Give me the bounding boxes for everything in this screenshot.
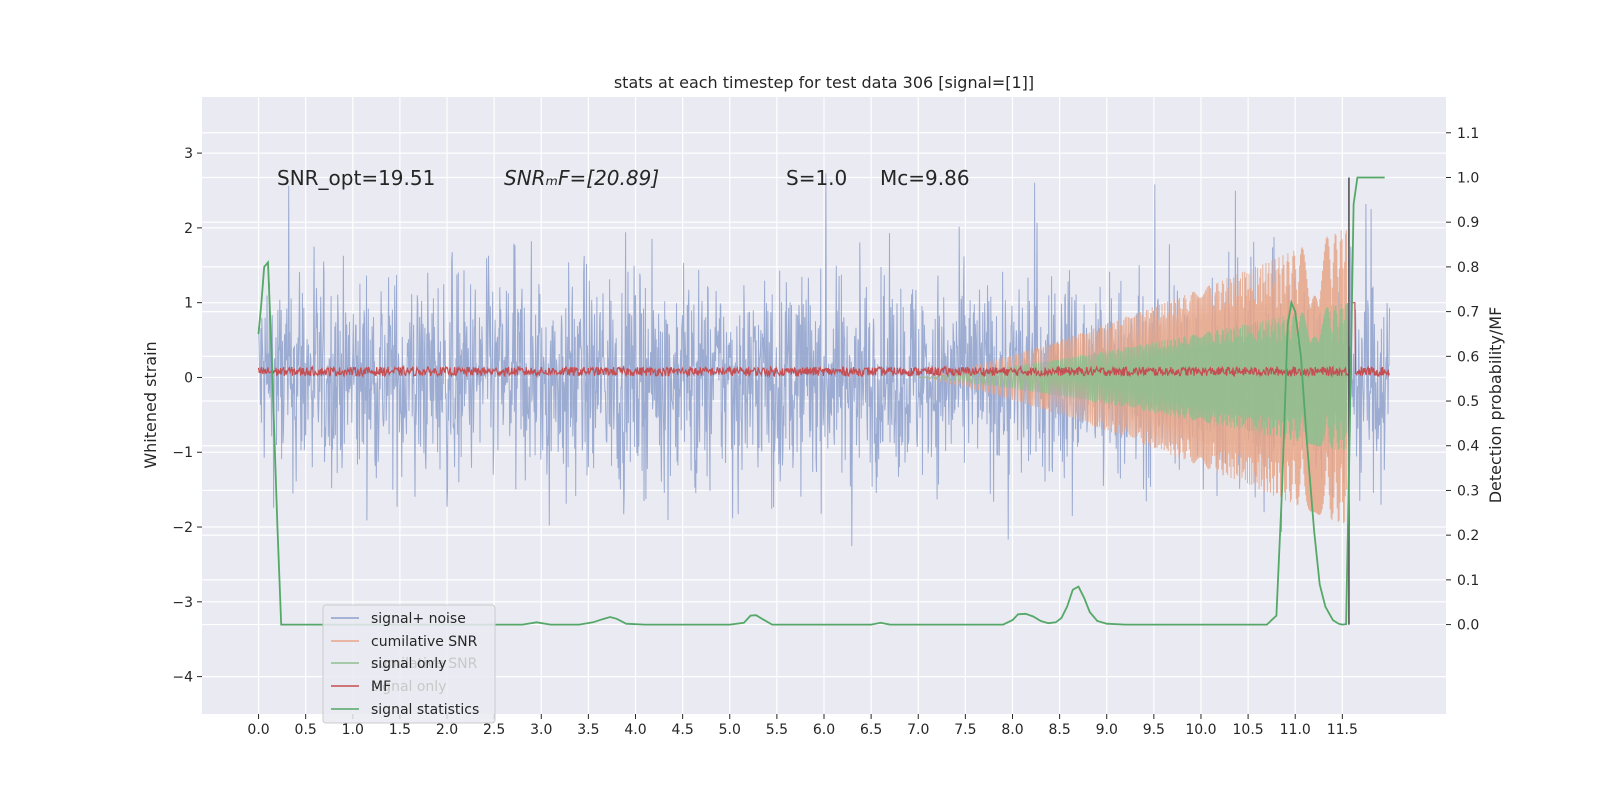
series-signal-statistics xyxy=(257,176,1385,626)
legend-label-signal-statistics: signal statistics xyxy=(371,702,479,718)
x-tick-label: 5.0 xyxy=(719,722,741,738)
x-tick-label: 10.0 xyxy=(1185,722,1216,738)
x-tick-label: 7.0 xyxy=(907,722,929,738)
x-tick-label: 4.0 xyxy=(624,722,646,738)
legend-label-signal-only: signal only xyxy=(371,656,446,672)
chart-title: stats at each timestep for test data 306… xyxy=(614,73,1034,92)
x-tick-label: 6.0 xyxy=(813,722,835,738)
legend-box xyxy=(322,604,496,724)
annotations: SNR_opt=19.51 SNRₘF=[20.89] S=1.0 Mc=9.8… xyxy=(277,166,970,190)
x-tick-label: 8.0 xyxy=(1001,722,1023,738)
y-tick-label: −3 xyxy=(172,595,193,611)
y-tick-label: 2 xyxy=(184,221,193,237)
x-tick-label: 10.5 xyxy=(1233,722,1264,738)
legend-label-mf: MF xyxy=(371,679,391,695)
x-axis-ticks: 0.0 0.5 1.0 1.5 2.0 2.5 3.0 3.5 4.0 4.5 5.0 5.5 6.0 6… xyxy=(247,714,1358,738)
x-tick-label: 9.0 xyxy=(1096,722,1118,738)
x-tick-label: 9.5 xyxy=(1143,722,1165,738)
y2-tick-label: 0.8 xyxy=(1457,260,1479,276)
y-tick-label: −1 xyxy=(172,445,193,461)
y-tick-label: −2 xyxy=(172,520,193,536)
y2-axis-label: Detection probability/MF xyxy=(1486,307,1505,504)
x-tick-label: 5.5 xyxy=(766,722,788,738)
y2-tick-label: 0.6 xyxy=(1457,349,1479,365)
x-tick-label: 1.0 xyxy=(342,722,364,738)
x-tick-label: 1.5 xyxy=(389,722,411,738)
y2-tick-label: 0.9 xyxy=(1457,215,1479,231)
legend-label-cumilative-snr: cumilative SNR xyxy=(371,634,478,650)
x-tick-label: 6.5 xyxy=(860,722,882,738)
x-tick-label: 3.0 xyxy=(530,722,552,738)
legend: cumilative SNR signal only signal+ noise… xyxy=(322,604,496,724)
series-mf xyxy=(257,302,1391,379)
x-tick-label: 8.5 xyxy=(1048,722,1070,738)
y2-tick-label: 0.7 xyxy=(1457,305,1479,321)
annotation-snr-opt: SNR_opt=19.51 xyxy=(277,166,435,190)
y2-axis-ticks: 1.1 1.0 0.9 0.8 0.7 0.6 0.5 0.4 0.3 0.2 0.1 0.0 xyxy=(1446,126,1479,634)
x-tick-label: 2.5 xyxy=(483,722,505,738)
y-tick-label: 1 xyxy=(184,296,193,312)
y2-tick-label: 0.2 xyxy=(1457,528,1479,544)
x-tick-label: 2.0 xyxy=(436,722,458,738)
y2-tick-label: 0.1 xyxy=(1457,573,1479,589)
y2-tick-label: 1.1 xyxy=(1457,126,1479,142)
y-axis-ticks: 3 2 1 0 −1 −2 −3 −4 xyxy=(172,146,202,686)
y-tick-label: −4 xyxy=(172,670,193,686)
y-axis-label: Whitened strain xyxy=(141,341,160,468)
x-tick-label: 11.5 xyxy=(1327,722,1358,738)
annotation-snr-mf: SNRₘF=[20.89] xyxy=(504,166,659,190)
legend-ghost-entry: cumilative SNR xyxy=(371,656,478,672)
x-tick-label: 4.5 xyxy=(672,722,694,738)
y-tick-label: 3 xyxy=(184,146,193,162)
x-tick-label: 7.5 xyxy=(954,722,976,738)
y2-tick-label: 0.0 xyxy=(1457,618,1479,634)
x-tick-label: 0.5 xyxy=(295,722,317,738)
legend-label-signal-noise: signal+ noise xyxy=(371,611,466,627)
signal-statistics-line xyxy=(257,176,1385,626)
mf-line xyxy=(257,302,1391,379)
annotation-s: S=1.0 xyxy=(786,166,847,190)
y2-tick-label: 0.4 xyxy=(1457,439,1479,455)
legend-ghost-entry: signal only xyxy=(371,679,446,695)
x-tick-label: 0.0 xyxy=(247,722,269,738)
x-tick-label: 3.5 xyxy=(577,722,599,738)
x-tick-label: 11.0 xyxy=(1280,722,1311,738)
y-tick-label: 0 xyxy=(184,370,193,386)
y2-tick-label: 0.3 xyxy=(1457,483,1479,499)
y2-tick-label: 0.5 xyxy=(1457,394,1479,410)
annotation-mc: Mc=9.86 xyxy=(880,166,970,190)
y2-tick-label: 1.0 xyxy=(1457,170,1479,186)
